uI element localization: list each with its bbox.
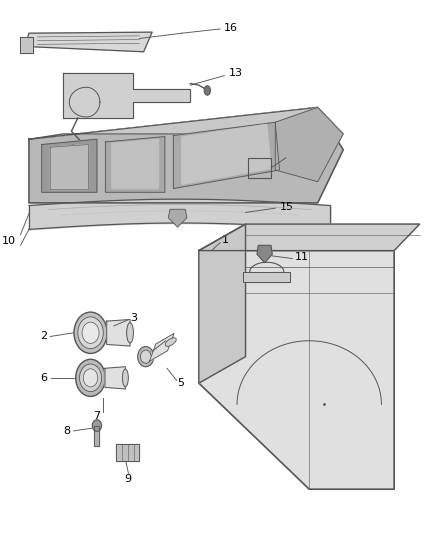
Ellipse shape [69,145,77,157]
Text: 3: 3 [130,313,137,323]
Text: 2: 2 [40,332,47,342]
Text: 1: 1 [221,235,228,245]
Ellipse shape [204,86,211,95]
Ellipse shape [82,322,99,343]
Text: 5: 5 [177,378,184,388]
Polygon shape [244,272,290,282]
Ellipse shape [92,419,102,431]
Text: 7: 7 [93,411,100,421]
Polygon shape [21,37,33,53]
Text: 10: 10 [2,236,16,246]
Ellipse shape [138,346,154,367]
Ellipse shape [165,338,176,346]
Polygon shape [116,444,139,461]
Polygon shape [168,209,187,227]
Ellipse shape [74,312,107,353]
Polygon shape [29,108,343,203]
Polygon shape [173,122,279,189]
Polygon shape [29,108,343,139]
Text: 15: 15 [279,202,293,212]
Ellipse shape [80,364,102,392]
Polygon shape [199,251,394,489]
Ellipse shape [76,359,106,397]
Ellipse shape [122,369,128,386]
Polygon shape [112,139,159,189]
Text: 11: 11 [294,253,308,262]
Polygon shape [149,334,174,361]
Polygon shape [94,425,99,446]
Polygon shape [257,245,272,263]
Ellipse shape [141,350,151,364]
Polygon shape [63,73,191,118]
Polygon shape [50,144,88,190]
Ellipse shape [83,369,98,387]
Ellipse shape [78,317,103,349]
Polygon shape [42,139,97,192]
Text: 8: 8 [64,426,71,436]
Text: 14: 14 [288,150,302,160]
Bar [247,158,271,178]
Polygon shape [105,367,125,389]
Polygon shape [107,319,130,346]
Text: 4: 4 [167,334,174,344]
Polygon shape [106,136,165,192]
Text: 13: 13 [229,68,243,78]
Text: 6: 6 [41,373,48,383]
Polygon shape [275,108,343,182]
Polygon shape [25,32,152,52]
Text: 16: 16 [224,23,238,33]
Text: 9: 9 [124,474,131,483]
Polygon shape [199,224,420,251]
Polygon shape [182,124,271,184]
Ellipse shape [127,322,134,343]
Polygon shape [199,224,246,383]
